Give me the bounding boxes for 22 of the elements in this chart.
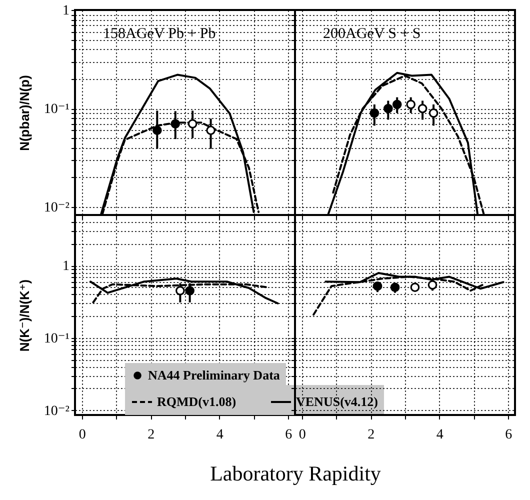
y-tick-label: 10⁻² [44,404,70,419]
legend-label: NA44 Preliminary Data [148,368,280,382]
x-tick-label: 6 [285,428,292,442]
y-tick-label: 1 [62,4,70,18]
x-axis-title: Laboratory Rapidity [210,462,382,486]
annotation: 200AGeV S + S [323,26,421,42]
y-axis-title: N(K⁻)/N(K⁺) [16,279,32,352]
x-tick-label: 0 [298,428,306,442]
legend-label: RQMD(v1.08) [157,394,236,409]
y-tick-label: 10⁻¹ [44,102,70,118]
legend-label: VENUS(v4.12) [296,394,378,409]
x-tick-label: 0 [78,428,86,442]
y-tick-label: 10⁻¹ [44,331,70,346]
y-axis-title: N(pbar)/N(p) [16,75,32,151]
x-tick-label: 6 [505,428,512,442]
x-tick-label: 2 [368,428,375,442]
x-tick-label: 2 [148,428,155,442]
y-tick-label: 1 [62,259,70,274]
x-tick-label: 4 [216,428,224,442]
annotation: 158AGeV Pb + Pb [103,26,216,42]
y-tick-label: 10⁻² [44,200,70,216]
x-tick-label: 4 [436,428,444,442]
